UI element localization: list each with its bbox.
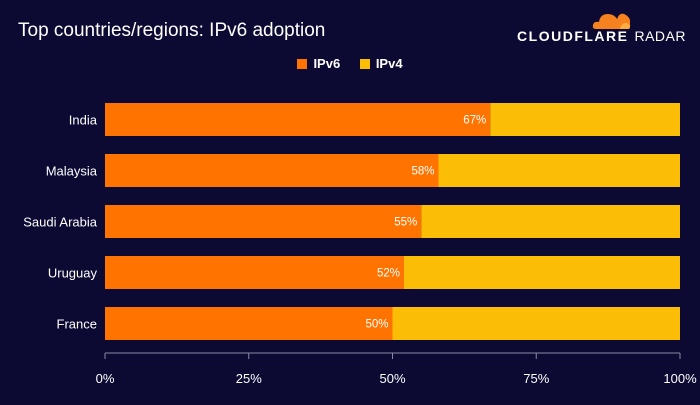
bar-ipv4-uruguay[interactable]: [404, 256, 680, 289]
data-label-ipv6-malaysia: 58%: [411, 166, 434, 178]
category-label-uruguay: Uruguay: [48, 266, 98, 281]
chart-title: Top countries/regions: IPv6 adoption: [18, 20, 326, 41]
cloudflare-radar-logo: CLOUDFLARE RADAR: [517, 8, 686, 48]
category-label-saudi-arabia: Saudi Arabia: [23, 215, 97, 230]
bar-ipv4-malaysia[interactable]: [438, 154, 681, 187]
legend-swatch-ipv6: [297, 59, 308, 69]
bar-ipv6-malaysia[interactable]: [105, 154, 439, 187]
brand-wordmark: CLOUDFLARE RADAR: [517, 28, 686, 44]
legend-item-ipv6[interactable]: IPv6: [297, 56, 340, 71]
bar-ipv6-france[interactable]: [105, 307, 393, 340]
category-label-malaysia: Malaysia: [46, 164, 98, 179]
bar-ipv4-france[interactable]: [392, 307, 681, 340]
category-label-france: France: [57, 317, 97, 332]
bar-ipv4-india[interactable]: [490, 103, 680, 136]
data-label-ipv6-uruguay: 52%: [377, 268, 400, 280]
cloud-icon: [592, 13, 631, 29]
x-tick-label-25: 25%: [236, 371, 262, 386]
bar-ipv6-uruguay[interactable]: [105, 256, 404, 289]
chart-legend: IPv6 IPv4: [0, 56, 700, 71]
legend-label-ipv4: IPv4: [375, 56, 403, 71]
legend-label-ipv6: IPv6: [313, 56, 341, 71]
x-tick-label-0: 0%: [96, 371, 115, 386]
bar-ipv4-saudi-arabia[interactable]: [421, 205, 680, 238]
brand-name: CLOUDFLARE: [517, 28, 629, 44]
x-tick-label-100: 100%: [663, 371, 697, 386]
x-tick-label-50: 50%: [379, 371, 405, 386]
data-label-ipv6-india: 67%: [463, 115, 486, 127]
data-label-ipv6-saudi-arabia: 55%: [394, 217, 417, 229]
legend-item-ipv4[interactable]: IPv4: [359, 56, 403, 71]
brand-product: RADAR: [634, 28, 686, 44]
bar-ipv6-saudi-arabia[interactable]: [105, 205, 422, 238]
data-label-ipv6-france: 50%: [365, 319, 388, 331]
legend-swatch-ipv4: [359, 59, 370, 69]
bar-ipv6-india[interactable]: [105, 103, 491, 136]
category-label-india: India: [69, 113, 98, 128]
x-tick-label-75: 75%: [523, 371, 549, 386]
